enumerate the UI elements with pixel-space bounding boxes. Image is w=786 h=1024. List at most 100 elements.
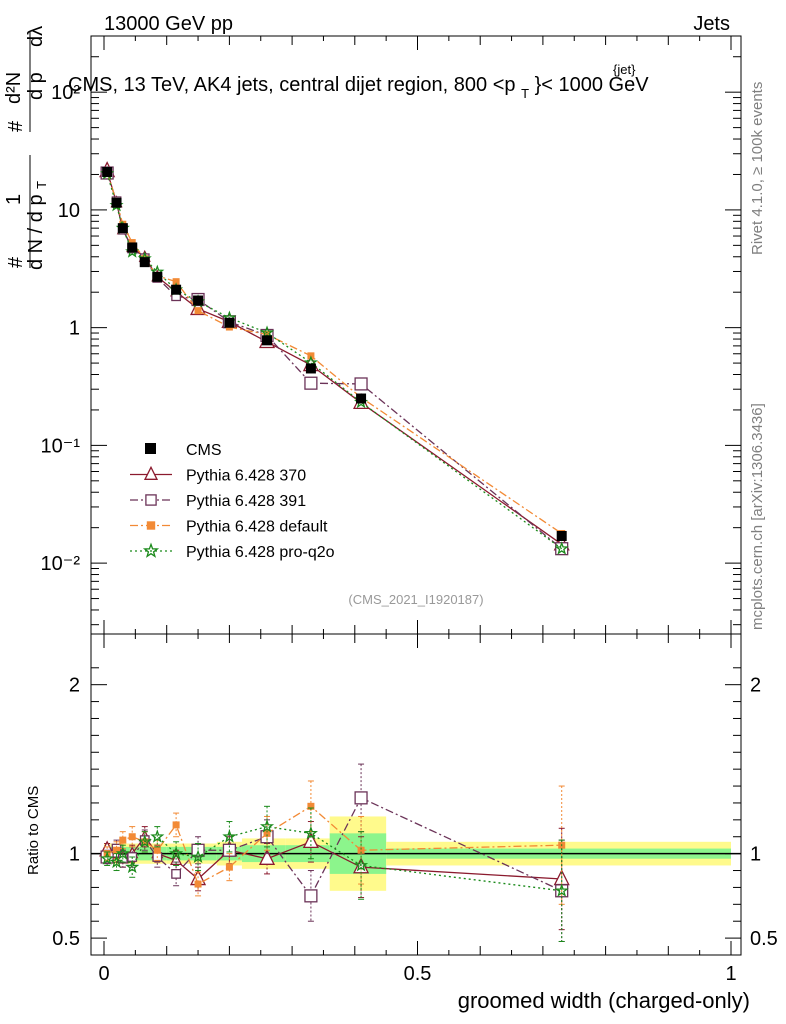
data-series-cms: [102, 166, 567, 541]
mcplots-label: mcplots.cern.ch [arXiv:1306.3436]: [749, 403, 766, 630]
main-point: [259, 325, 275, 339]
ratio-point: [119, 836, 127, 844]
ratio-point: [128, 833, 136, 841]
ratio-tick-label: 1: [69, 844, 80, 866]
legend-item-cms: CMS: [145, 442, 222, 459]
ratio-point: [169, 846, 184, 860]
ratio-tick-label-right: 1: [750, 844, 761, 866]
legend-item-1: Pythia 6.428 391: [130, 493, 306, 510]
legend: CMS Pythia 6.428 370 Pythia 6.428 391 Pythi…: [130, 442, 335, 561]
ratio-point: [194, 880, 202, 888]
cms-data-point: [139, 257, 150, 268]
legend-marker: [142, 542, 160, 558]
cms-data-point: [152, 271, 163, 282]
ratio-point: [258, 848, 276, 865]
legend-label: Pythia 6.428 pro-q2o: [186, 544, 335, 561]
cms-data-point: [117, 223, 128, 234]
y-axis-label-dlambda: dλ: [25, 26, 47, 47]
header-category: Jets: [693, 13, 730, 35]
ratio-point: [259, 819, 275, 833]
series-line-main: [106, 170, 563, 545]
ratio-y-axis-label: Ratio to CMS: [25, 786, 42, 875]
main-point: [194, 307, 202, 315]
legend-label: Pythia 6.428 default: [186, 519, 328, 536]
y-tick-label: 10²: [51, 82, 80, 104]
ratio-point: [225, 863, 233, 871]
y-axis-label-num: #: [5, 120, 27, 132]
y-tick-label: 1: [69, 318, 80, 340]
ratio-point: [171, 869, 182, 879]
chart-title-suffix: }< 1000 GeV: [535, 74, 650, 96]
cms-data-point: [102, 166, 113, 177]
ratio-point: [554, 883, 569, 897]
y-axis-label: d N / d p T: [25, 181, 49, 270]
ratio-point: [100, 851, 115, 865]
header-energy: 13000 GeV pp: [104, 13, 233, 35]
series-layer: [99, 161, 570, 942]
cms-data-point: [262, 335, 273, 346]
y-axis-label-T1: T: [34, 181, 49, 189]
analysis-id: (CMS_2021_I1920187): [348, 592, 483, 607]
y-axis-label-den2: d p: [25, 72, 47, 100]
ratio-point: [172, 821, 180, 829]
cms-data-point: [224, 317, 235, 328]
cms-data-point: [171, 284, 182, 295]
cms-data-point: [356, 393, 367, 404]
ratio-point: [304, 889, 318, 903]
y-axis-label-frac1-den: d N / d p: [25, 194, 47, 270]
rivet-version-label: Rivet 4.1.0, ≥ 100k events: [749, 82, 766, 255]
ratio-point: [115, 846, 130, 860]
main-point: [304, 376, 318, 390]
legend-marker-cms: [145, 443, 156, 454]
axes-and-ticks: 0 0.5 1 10⁻² 10⁻¹ 1 10 10² 0.5 0.5 1 1 2 2: [41, 35, 778, 985]
ratio-point: [137, 834, 152, 848]
legend-item-3: Pythia 6.428 pro-q2o: [130, 542, 335, 561]
ratio-point: [222, 829, 237, 843]
cms-data-point: [127, 242, 138, 253]
series-2: [103, 168, 566, 905]
ratio-point: [113, 846, 121, 854]
main-point: [354, 377, 368, 391]
chart-title-sup: {jet}: [613, 62, 636, 77]
series-line-main: [106, 172, 563, 550]
legend-marker: [145, 494, 157, 506]
ratio-point: [150, 829, 165, 843]
x-tick-label: 1: [725, 963, 736, 985]
x-axis-label: groomed width (charged-only): [458, 988, 750, 1013]
ratio-frame: [90, 633, 742, 956]
y-tick-label: 10⁻²: [41, 553, 81, 575]
main-point: [172, 278, 180, 286]
legend-label: Pythia 6.428 370: [186, 468, 306, 485]
ratio-tick-label-right: 2: [750, 675, 761, 697]
ratio-point: [357, 846, 365, 854]
legend-label: Pythia 6.428 391: [186, 493, 306, 510]
main-point: [554, 541, 569, 555]
legend-marker: [143, 465, 159, 480]
x-tick-label: 0: [98, 963, 109, 985]
ratio-point: [109, 854, 124, 869]
legend-label-cms: CMS: [186, 442, 222, 459]
y-axis-label-dN: d²N: [3, 72, 25, 104]
cms-data-point: [556, 530, 567, 541]
ratio-point: [354, 858, 369, 872]
ratio-tick-label: 0.5: [52, 928, 80, 950]
ratio-point: [153, 846, 161, 854]
ratio-point: [307, 802, 315, 810]
ratio-point: [190, 849, 206, 864]
ratio-point: [263, 829, 271, 837]
legend-marker: [146, 521, 156, 530]
ratio-point: [354, 791, 368, 805]
ratio-tick-label-right: 0.5: [750, 928, 778, 950]
y-tick-label: 10: [58, 200, 80, 222]
ratio-uncertainty-bands: [91, 816, 741, 891]
chart-title-sub: T: [521, 86, 529, 101]
cms-data-point: [193, 295, 204, 306]
chart-title: CMS, 13 TeV, AK4 jets, central dijet reg…: [68, 74, 649, 103]
chart-title-prefix: CMS, 13 TeV, AK4 jets, central dijet reg…: [68, 74, 516, 96]
ratio-point: [125, 859, 140, 874]
x-tick-label: 0.5: [404, 963, 432, 985]
y-tick-label: 10⁻¹: [41, 435, 81, 457]
ratio-point: [303, 825, 318, 840]
legend-item-0: Pythia 6.428 370: [130, 465, 306, 485]
